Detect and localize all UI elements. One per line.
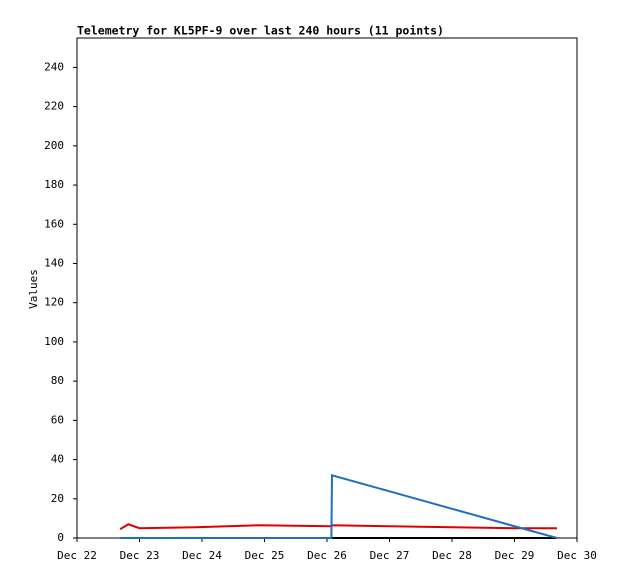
x-tick-label: Dec 26 [307, 549, 347, 562]
y-tick-label: 200 [44, 139, 64, 152]
y-tick-label: 20 [51, 492, 64, 505]
y-tick-label: 180 [44, 178, 64, 191]
x-tick-label: Dec 27 [370, 549, 410, 562]
chart-title: Telemetry for KL5PF-9 over last 240 hour… [77, 24, 444, 38]
x-tick-label: Dec 28 [432, 549, 472, 562]
y-tick-label: 160 [44, 217, 64, 230]
x-tick-label: Dec 24 [182, 549, 222, 562]
y-tick-label: 120 [44, 296, 64, 309]
y-tick-label: 140 [44, 256, 64, 269]
y-tick-label: 0 [57, 531, 64, 544]
y-axis-label: Values [27, 269, 40, 309]
y-tick-label: 240 [44, 60, 64, 73]
x-tick-label: Dec 29 [495, 549, 535, 562]
plot-frame [76, 37, 578, 539]
x-tick-label: Dec 23 [120, 549, 160, 562]
x-tick-label: Dec 22 [57, 549, 97, 562]
y-tick-label: 60 [51, 413, 64, 426]
series-line [120, 473, 558, 539]
y-tick-label: 40 [51, 453, 64, 466]
x-tick-label: Dec 30 [557, 549, 597, 562]
y-tick-label: 80 [51, 374, 64, 387]
y-tick-label: 100 [44, 335, 64, 348]
y-tick-label: 220 [44, 100, 64, 113]
x-tick-label: Dec 25 [245, 549, 285, 562]
series-line [119, 523, 557, 531]
